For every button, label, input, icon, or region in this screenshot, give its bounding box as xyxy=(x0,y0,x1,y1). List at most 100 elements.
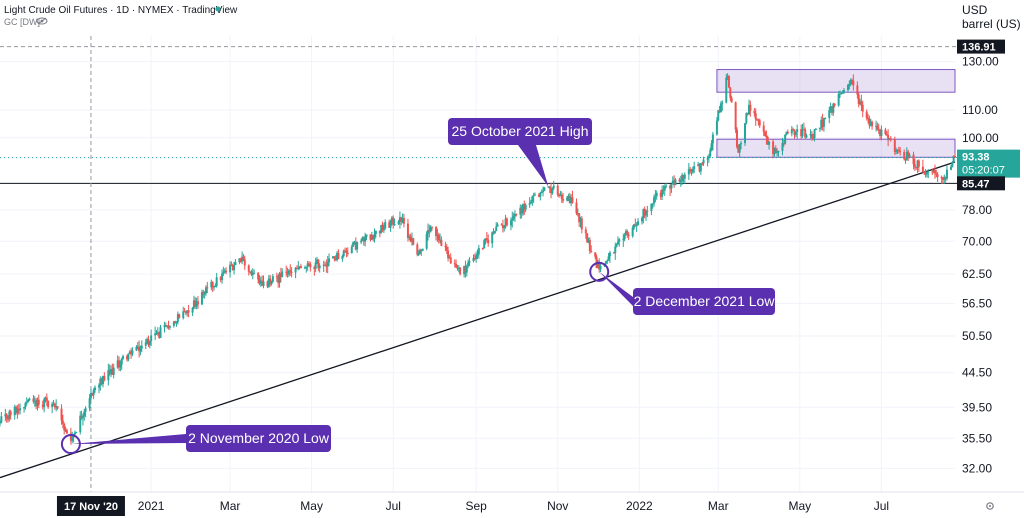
candle-body xyxy=(63,423,66,431)
candle-body xyxy=(556,185,559,195)
candle-body xyxy=(412,238,415,245)
candle-body xyxy=(168,325,171,328)
candle-body xyxy=(28,398,31,401)
chart-header: Light Crude Oil Futures · 1D · NYMEX · T… xyxy=(4,5,238,27)
candle-body xyxy=(749,104,752,111)
candle-body xyxy=(802,129,805,131)
candle-body xyxy=(35,400,38,407)
candle-body xyxy=(875,125,878,127)
status-dot xyxy=(215,6,221,12)
candle-body xyxy=(496,224,499,227)
candle-body xyxy=(756,119,759,121)
candle-body xyxy=(717,110,720,121)
candle-body xyxy=(215,277,218,286)
y-tick-label: 100.00 xyxy=(962,131,999,145)
candle-body xyxy=(55,406,58,408)
candle-body xyxy=(465,265,468,273)
candle-body xyxy=(334,258,337,261)
candle-body xyxy=(616,241,619,245)
candle-body xyxy=(402,218,405,224)
candle-body xyxy=(730,97,733,103)
candle-body xyxy=(754,113,757,120)
candle-body xyxy=(223,270,226,273)
candle-body xyxy=(239,258,242,262)
candle-body xyxy=(641,217,644,222)
candle-body xyxy=(176,314,179,322)
candle-body xyxy=(774,148,777,153)
settings-gear-icon[interactable] xyxy=(986,502,994,510)
candle-body xyxy=(8,411,11,419)
candle-body xyxy=(896,149,899,152)
candle-body xyxy=(298,266,301,268)
candle-body xyxy=(156,332,159,334)
candle-body xyxy=(651,203,654,205)
candle-body xyxy=(566,197,569,201)
candle-body xyxy=(643,208,646,216)
candle-body xyxy=(622,239,625,241)
candle-body xyxy=(261,280,264,286)
candle-body xyxy=(361,237,364,241)
candle-body xyxy=(401,218,404,222)
candle-body xyxy=(322,264,325,266)
candle-body xyxy=(425,233,428,249)
candle-body xyxy=(804,129,807,138)
price-zone xyxy=(716,138,956,158)
candle-body xyxy=(333,256,336,259)
candle-body xyxy=(848,84,851,86)
candle-body xyxy=(608,252,611,257)
candle-body xyxy=(576,213,579,215)
candle-body xyxy=(457,267,460,269)
candle-body xyxy=(727,76,730,88)
candle-body xyxy=(210,281,213,288)
candle-body xyxy=(701,163,704,165)
candle-body xyxy=(923,172,926,174)
candle-body xyxy=(690,170,693,173)
candle-body xyxy=(346,253,349,255)
candle-body xyxy=(332,256,335,259)
candle-body xyxy=(127,353,130,360)
candle-body xyxy=(365,234,368,237)
candle-body xyxy=(665,185,668,187)
candle-body xyxy=(764,131,767,137)
candle-body xyxy=(718,110,721,113)
candle-body xyxy=(542,190,545,192)
candle-body xyxy=(303,267,306,269)
candle-body xyxy=(455,263,458,268)
candle-body xyxy=(27,400,30,403)
candle-body xyxy=(83,411,86,417)
candle-body xyxy=(158,332,161,338)
candle-body xyxy=(796,129,799,132)
candle-body xyxy=(558,194,561,196)
candle-body xyxy=(278,273,281,283)
candle-body xyxy=(456,267,459,269)
candle-body xyxy=(101,375,104,385)
candle-body xyxy=(682,174,685,179)
candle-body xyxy=(745,113,748,124)
candle-body xyxy=(691,169,694,173)
candle-body xyxy=(277,276,280,283)
y-tick-label: 44.50 xyxy=(962,366,992,380)
candle-body xyxy=(810,133,813,138)
eye-icon[interactable] xyxy=(36,17,48,25)
callout-label: 2 December 2021 Low xyxy=(634,293,776,309)
candle-body xyxy=(69,433,72,441)
candle-body xyxy=(889,138,892,140)
candle-body xyxy=(242,256,245,260)
candle-body xyxy=(587,239,590,243)
candle-body xyxy=(859,101,862,105)
candle-body xyxy=(762,125,765,132)
candle-body xyxy=(483,240,486,249)
candle-body xyxy=(884,129,887,135)
candle-body xyxy=(829,106,832,111)
candle-body xyxy=(523,204,526,210)
candle-body xyxy=(163,325,166,328)
candle-body xyxy=(100,378,103,385)
candle-body xyxy=(586,233,589,243)
candle-body xyxy=(344,250,347,252)
candle-body xyxy=(879,130,882,136)
candle-body xyxy=(487,239,490,244)
candle-body xyxy=(944,176,947,179)
candle-body xyxy=(773,148,776,155)
candle-body xyxy=(505,218,508,226)
candle-body xyxy=(167,325,170,328)
